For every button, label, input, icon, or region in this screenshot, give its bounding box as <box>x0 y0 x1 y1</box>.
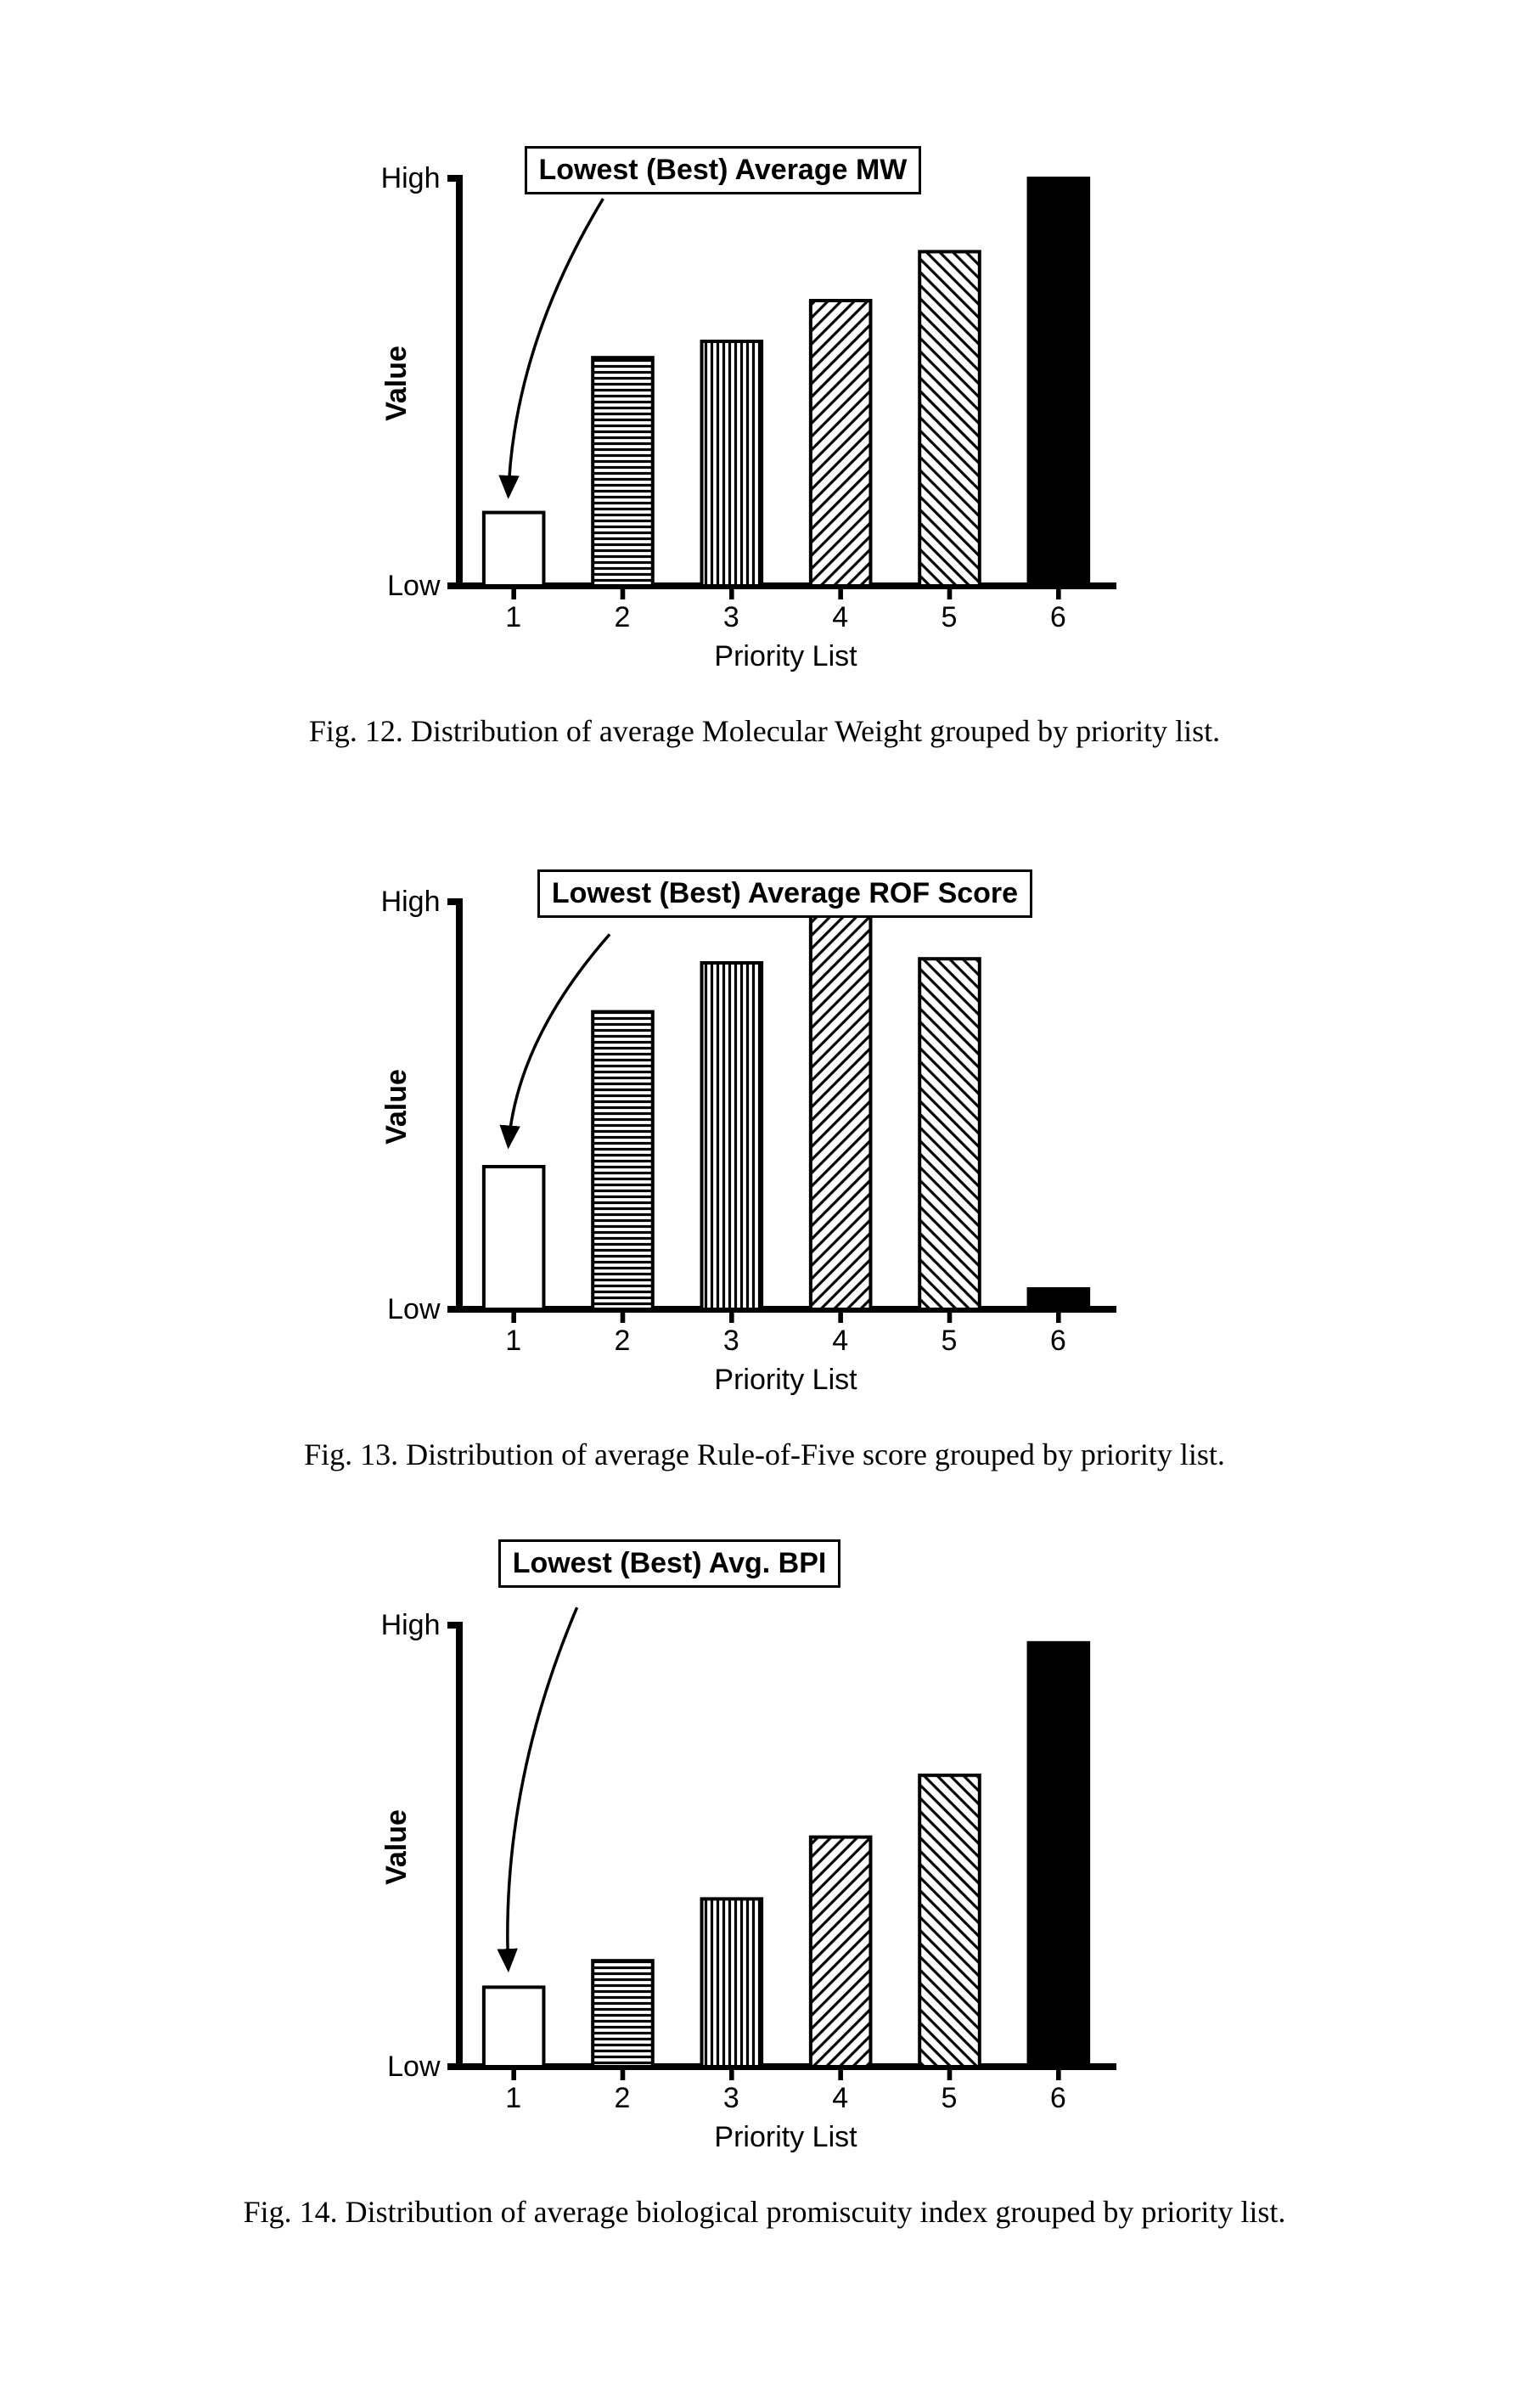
fig13-caption: Fig. 13. Distribution of average Rule-of… <box>304 1437 1225 1472</box>
fig12-bar-5 <box>919 251 980 586</box>
fig13-xtick-5: 5 <box>932 1325 966 1358</box>
fig14-xtick-3: 3 <box>714 2082 748 2115</box>
fig12-xtick-6: 6 <box>1041 601 1075 634</box>
fig13-bar-5 <box>919 959 980 1309</box>
fig13-bar-1 <box>483 1167 543 1309</box>
fig14-ytick-low: Low <box>387 2051 440 2084</box>
fig12-xtick-1: 1 <box>497 601 531 634</box>
fig14-bar-6 <box>1028 1643 1088 2067</box>
figures-container: Value High Low 1 2 3 4 5 6 Priority List Lowest (B… <box>68 102 1461 2306</box>
fig12-ytick-high: High <box>381 162 441 195</box>
fig13-x-axis-title: Priority List <box>459 1364 1113 1397</box>
fig13-annotation-box: Lowest (Best) Average ROF Score <box>537 869 1032 918</box>
fig14-y-axis-title: Value <box>379 1809 413 1885</box>
fig13-chart: ValueHighLow123456Priority ListLowest (B… <box>400 825 1130 1403</box>
fig12-bar-2 <box>593 357 653 586</box>
fig14-bar-1 <box>483 1987 543 2067</box>
fig13-xtick-1: 1 <box>497 1325 531 1358</box>
fig13-xtick-6: 6 <box>1041 1325 1075 1358</box>
fig14-svg <box>400 1549 1130 2160</box>
fig14-xtick-6: 6 <box>1041 2082 1075 2115</box>
fig14-xtick-4: 4 <box>824 2082 857 2115</box>
fig12-x-axis-title: Priority List <box>459 640 1113 673</box>
fig13-bar-3 <box>701 963 762 1309</box>
fig14-xtick-5: 5 <box>932 2082 966 2115</box>
fig14-block: ValueHighLow123456Priority ListLowest (B… <box>68 1549 1461 2306</box>
fig12-chart: ValueHighLow123456Priority ListLowest (B… <box>400 102 1130 679</box>
fig12-xtick-2: 2 <box>605 601 639 634</box>
fig12-arrow <box>508 199 603 496</box>
fig13-xtick-2: 2 <box>605 1325 639 1358</box>
fig13-bar-6 <box>1028 1289 1088 1309</box>
fig13-y-axis-title: Value <box>379 1069 413 1145</box>
fig12-block: Value High Low 1 2 3 4 5 6 Priority List Lowest (B… <box>68 102 1461 825</box>
fig14-ytick-high: High <box>381 1609 441 1642</box>
fig13-xtick-4: 4 <box>824 1325 857 1358</box>
fig13-ytick-high: High <box>381 886 441 919</box>
fig12-xtick-5: 5 <box>932 601 966 634</box>
fig14-chart: ValueHighLow123456Priority ListLowest (B… <box>400 1549 1130 2160</box>
fig14-xtick-1: 1 <box>497 2082 531 2115</box>
fig14-bar-2 <box>593 1961 653 2067</box>
fig13-bar-4 <box>810 906 870 1309</box>
fig13-block: Value High Low 1 2 3 4 5 6 Priority List Lowest (B… <box>68 825 1461 1549</box>
fig12-xtick-3: 3 <box>714 601 748 634</box>
fig13-ytick-low: Low <box>387 1293 440 1326</box>
fig12-annotation-box: Lowest (Best) Average MW <box>525 146 922 194</box>
fig12-xtick-4: 4 <box>824 601 857 634</box>
fig13-bar-2 <box>593 1012 653 1309</box>
fig14-xtick-2: 2 <box>605 2082 639 2115</box>
fig12-y-axis-title: Value <box>379 346 413 421</box>
fig14-bar-5 <box>919 1775 980 2067</box>
fig14-arrow <box>507 1607 576 1969</box>
page: Value High Low 1 2 3 4 5 6 Priority List Lowest (B… <box>0 0 1529 2408</box>
fig13-xtick-3: 3 <box>714 1325 748 1358</box>
fig12-bar-4 <box>810 301 870 586</box>
fig14-caption: Fig. 14. Distribution of average biologi… <box>244 2194 1286 2230</box>
fig12-bar-1 <box>483 513 543 586</box>
fig14-x-axis-title: Priority List <box>459 2121 1113 2154</box>
fig12-caption: Fig. 12. Distribution of average Molecul… <box>309 713 1220 749</box>
fig12-bar-3 <box>701 341 762 586</box>
fig14-bar-4 <box>810 1837 870 2067</box>
fig14-annotation-box: Lowest (Best) Avg. BPI <box>498 1539 841 1588</box>
fig12-bar-6 <box>1028 178 1088 586</box>
fig12-ytick-low: Low <box>387 570 440 603</box>
fig14-bar-3 <box>701 1899 762 2067</box>
